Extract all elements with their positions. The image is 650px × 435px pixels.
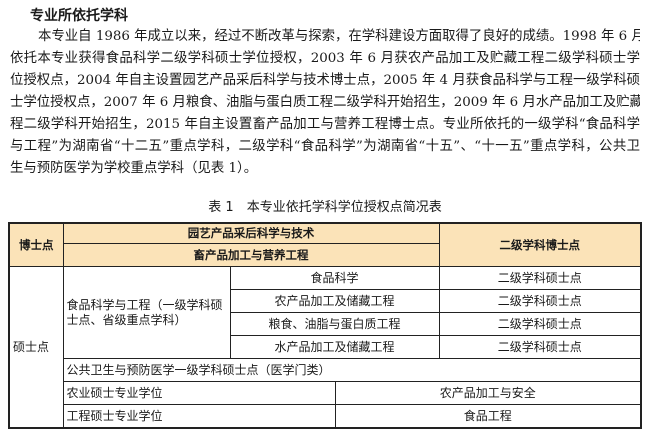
table-row: 公共卫生与预防医学一级学科硕士点（医学门类） bbox=[9, 358, 642, 382]
public-health-cell: 公共卫生与预防医学一级学科硕士点（医学门类） bbox=[62, 358, 642, 382]
type-cell: 二级学科硕士点 bbox=[438, 266, 642, 290]
paragraph-line: 生与预防医学为学校重点学科（见表 1）。 bbox=[10, 161, 258, 176]
paragraph-line: 依托本专业获得食品科学二级学科硕士学位授权，2003 年 6 月获农产品加工及贮… bbox=[10, 51, 640, 66]
table-row: 农业硕士专业学位 农产品加工与安全 bbox=[9, 381, 642, 405]
table-row: 畜产品加工与营养工程 bbox=[9, 243, 641, 267]
program-cell: 水产品加工及储藏工程 bbox=[229, 335, 440, 359]
professional-degree: 农业硕士专业学位 bbox=[62, 381, 336, 405]
doctoral-program: 畜产品加工与营养工程 bbox=[62, 243, 440, 267]
table-row: 粮食、油脂与蛋白质工程 二级学科硕士点 bbox=[9, 312, 642, 336]
paragraph-line: 本专业自 1986 年成立以来，经过不断改革与探索，在学科建设方面取得了良好的成… bbox=[38, 29, 640, 44]
table-row: 博士点 园艺产品采后科学与技术 二级学科博士点 bbox=[8, 222, 642, 267]
doctoral-label: 博士点 bbox=[8, 222, 64, 267]
section-heading: 专业所依托学科 bbox=[30, 8, 128, 24]
doctoral-program: 园艺产品采后科学与技术 bbox=[62, 222, 440, 244]
degree-table: 博士点 园艺产品采后科学与技术 二级学科博士点 畜产品加工与营养工程 硕士点 食… bbox=[8, 222, 642, 429]
table-row: 水产品加工及储藏工程 二级学科硕士点 bbox=[9, 335, 642, 359]
doctoral-type: 二级学科博士点 bbox=[438, 222, 642, 267]
table-row: 工程硕士专业学位 食品工程 bbox=[9, 404, 642, 429]
table-row: 硕士点 食品科学与工程（一级学科硕士点、省级重点学科） 食品科学 二级学科硕士点 bbox=[8, 266, 642, 429]
paragraph-line: 程二级学科开始招生，2015 年自主设置畜产品加工与营养工程博士点。专业所依托的… bbox=[10, 117, 640, 132]
program-cell: 农产品加工及储藏工程 bbox=[229, 289, 440, 313]
type-cell: 二级学科硕士点 bbox=[438, 335, 642, 359]
type-cell: 二级学科硕士点 bbox=[438, 289, 642, 313]
paragraph-line: 士学位授权点，2007 年 6 月粮食、油脂与蛋白质工程二级学科开始招生，200… bbox=[10, 95, 640, 110]
professional-degree: 工程硕士专业学位 bbox=[62, 404, 336, 429]
table-row: 农产品加工及储藏工程 二级学科硕士点 bbox=[9, 289, 642, 313]
masters-label: 硕士点 bbox=[8, 266, 64, 429]
table-caption: 表 1 本专业依托学科学位授权点简况表 bbox=[208, 200, 442, 215]
body-paragraph: 本专业自 1986 年成立以来，经过不断改革与探索，在学科建设方面取得了良好的成… bbox=[10, 26, 640, 180]
program-cell: 食品科学 bbox=[229, 266, 440, 290]
first-level-discipline: 食品科学与工程（一级学科硕士点、省级重点学科） bbox=[62, 266, 231, 359]
paragraph-line: 与工程”为湖南省“十二五”重点学科，二级学科“食品科学”为湖南省“十五”、“十一… bbox=[10, 139, 640, 154]
professional-field: 食品工程 bbox=[334, 404, 642, 429]
program-cell: 粮食、油脂与蛋白质工程 bbox=[229, 312, 440, 336]
professional-field: 农产品加工与安全 bbox=[334, 381, 642, 405]
paragraph-line: 位授权点，2004 年自主设置园艺产品采后科学与技术博士点，2005 年 4 月… bbox=[10, 73, 640, 88]
type-cell: 二级学科硕士点 bbox=[438, 312, 642, 336]
